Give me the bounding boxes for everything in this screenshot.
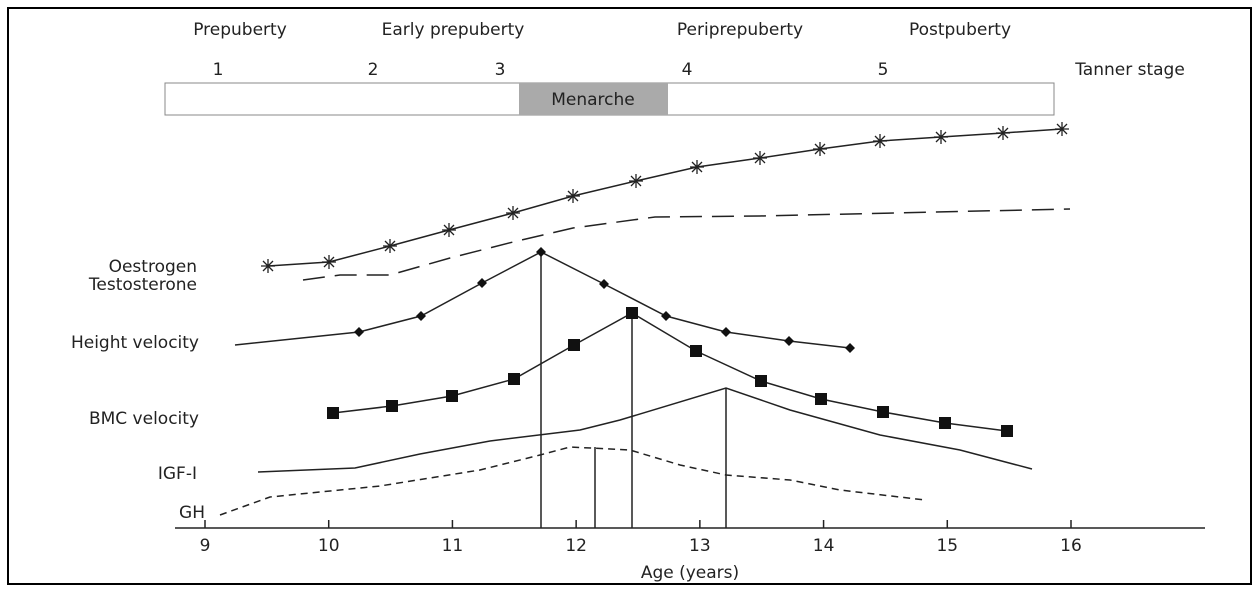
square-marker [939, 417, 951, 429]
star-marker [1055, 122, 1069, 136]
tanner-number: 2 [368, 60, 379, 80]
menarche-box [519, 83, 668, 115]
curves [219, 128, 1071, 528]
x-tick-label: 14 [813, 536, 835, 556]
bmc-velocity-curve [332, 312, 1008, 432]
star-marker [261, 259, 275, 273]
square-marker [626, 307, 638, 319]
star-marker [442, 223, 456, 237]
curve-label: Testosterone [88, 275, 197, 295]
markers [261, 122, 1069, 437]
curve-label: GH [179, 503, 205, 523]
star-marker [813, 142, 827, 156]
diamond-marker [784, 336, 794, 346]
x-tick-label: 11 [442, 536, 464, 556]
x-tick-label: 15 [936, 536, 958, 556]
star-marker [690, 160, 704, 174]
diamond-marker [599, 279, 609, 289]
curve-label: Oestrogen [109, 257, 197, 277]
star-marker [322, 255, 336, 269]
tanner-number: 5 [878, 60, 889, 80]
x-axis-label: Age (years) [641, 563, 739, 583]
gh-curve [219, 446, 926, 516]
curve-label: IGF-I [158, 464, 197, 484]
x-tick-label: 12 [565, 536, 587, 556]
diamond-marker [721, 327, 731, 337]
square-marker [1001, 425, 1013, 437]
square-marker [327, 407, 339, 419]
x-tick-label: 10 [318, 536, 340, 556]
x-tick-label: 16 [1060, 536, 1082, 556]
curve-label: BMC velocity [89, 409, 199, 429]
x-tick-label: 13 [689, 536, 711, 556]
stage-label: Periprepuberty [677, 20, 803, 40]
square-marker [755, 375, 767, 387]
square-marker [690, 345, 702, 357]
oestrogen-curve [267, 128, 1063, 267]
curve-label: Height velocity [71, 333, 199, 353]
star-marker [996, 126, 1010, 140]
tanner-number: 4 [682, 60, 693, 80]
menarche-label: Menarche [551, 90, 635, 110]
stage-label: Prepuberty [193, 20, 287, 40]
star-marker [383, 239, 397, 253]
diamond-marker [845, 343, 855, 353]
igf-curve [257, 387, 1033, 473]
square-marker [815, 393, 827, 405]
star-marker [506, 206, 520, 220]
tanner-number: 3 [495, 60, 506, 80]
square-marker [446, 390, 458, 402]
star-marker [566, 189, 580, 203]
star-marker [934, 130, 948, 144]
stage-label: Early prepuberty [382, 20, 525, 40]
testosterone-curve [302, 208, 1071, 281]
square-marker [568, 339, 580, 351]
diamond-marker [354, 327, 364, 337]
diamond-marker [416, 311, 426, 321]
star-marker [753, 151, 767, 165]
x-tick-label: 9 [200, 536, 211, 556]
diamond-marker [536, 247, 546, 257]
square-marker [386, 400, 398, 412]
square-marker [508, 373, 520, 385]
stage-label: Postpuberty [909, 20, 1011, 40]
tanner-number: 1 [213, 60, 224, 80]
diamond-marker [661, 311, 671, 321]
star-marker [629, 174, 643, 188]
square-marker [877, 406, 889, 418]
tanner-label: Tanner stage [1074, 60, 1185, 80]
height-velocity-curve [234, 251, 851, 349]
star-marker [873, 134, 887, 148]
diamond-marker [477, 278, 487, 288]
